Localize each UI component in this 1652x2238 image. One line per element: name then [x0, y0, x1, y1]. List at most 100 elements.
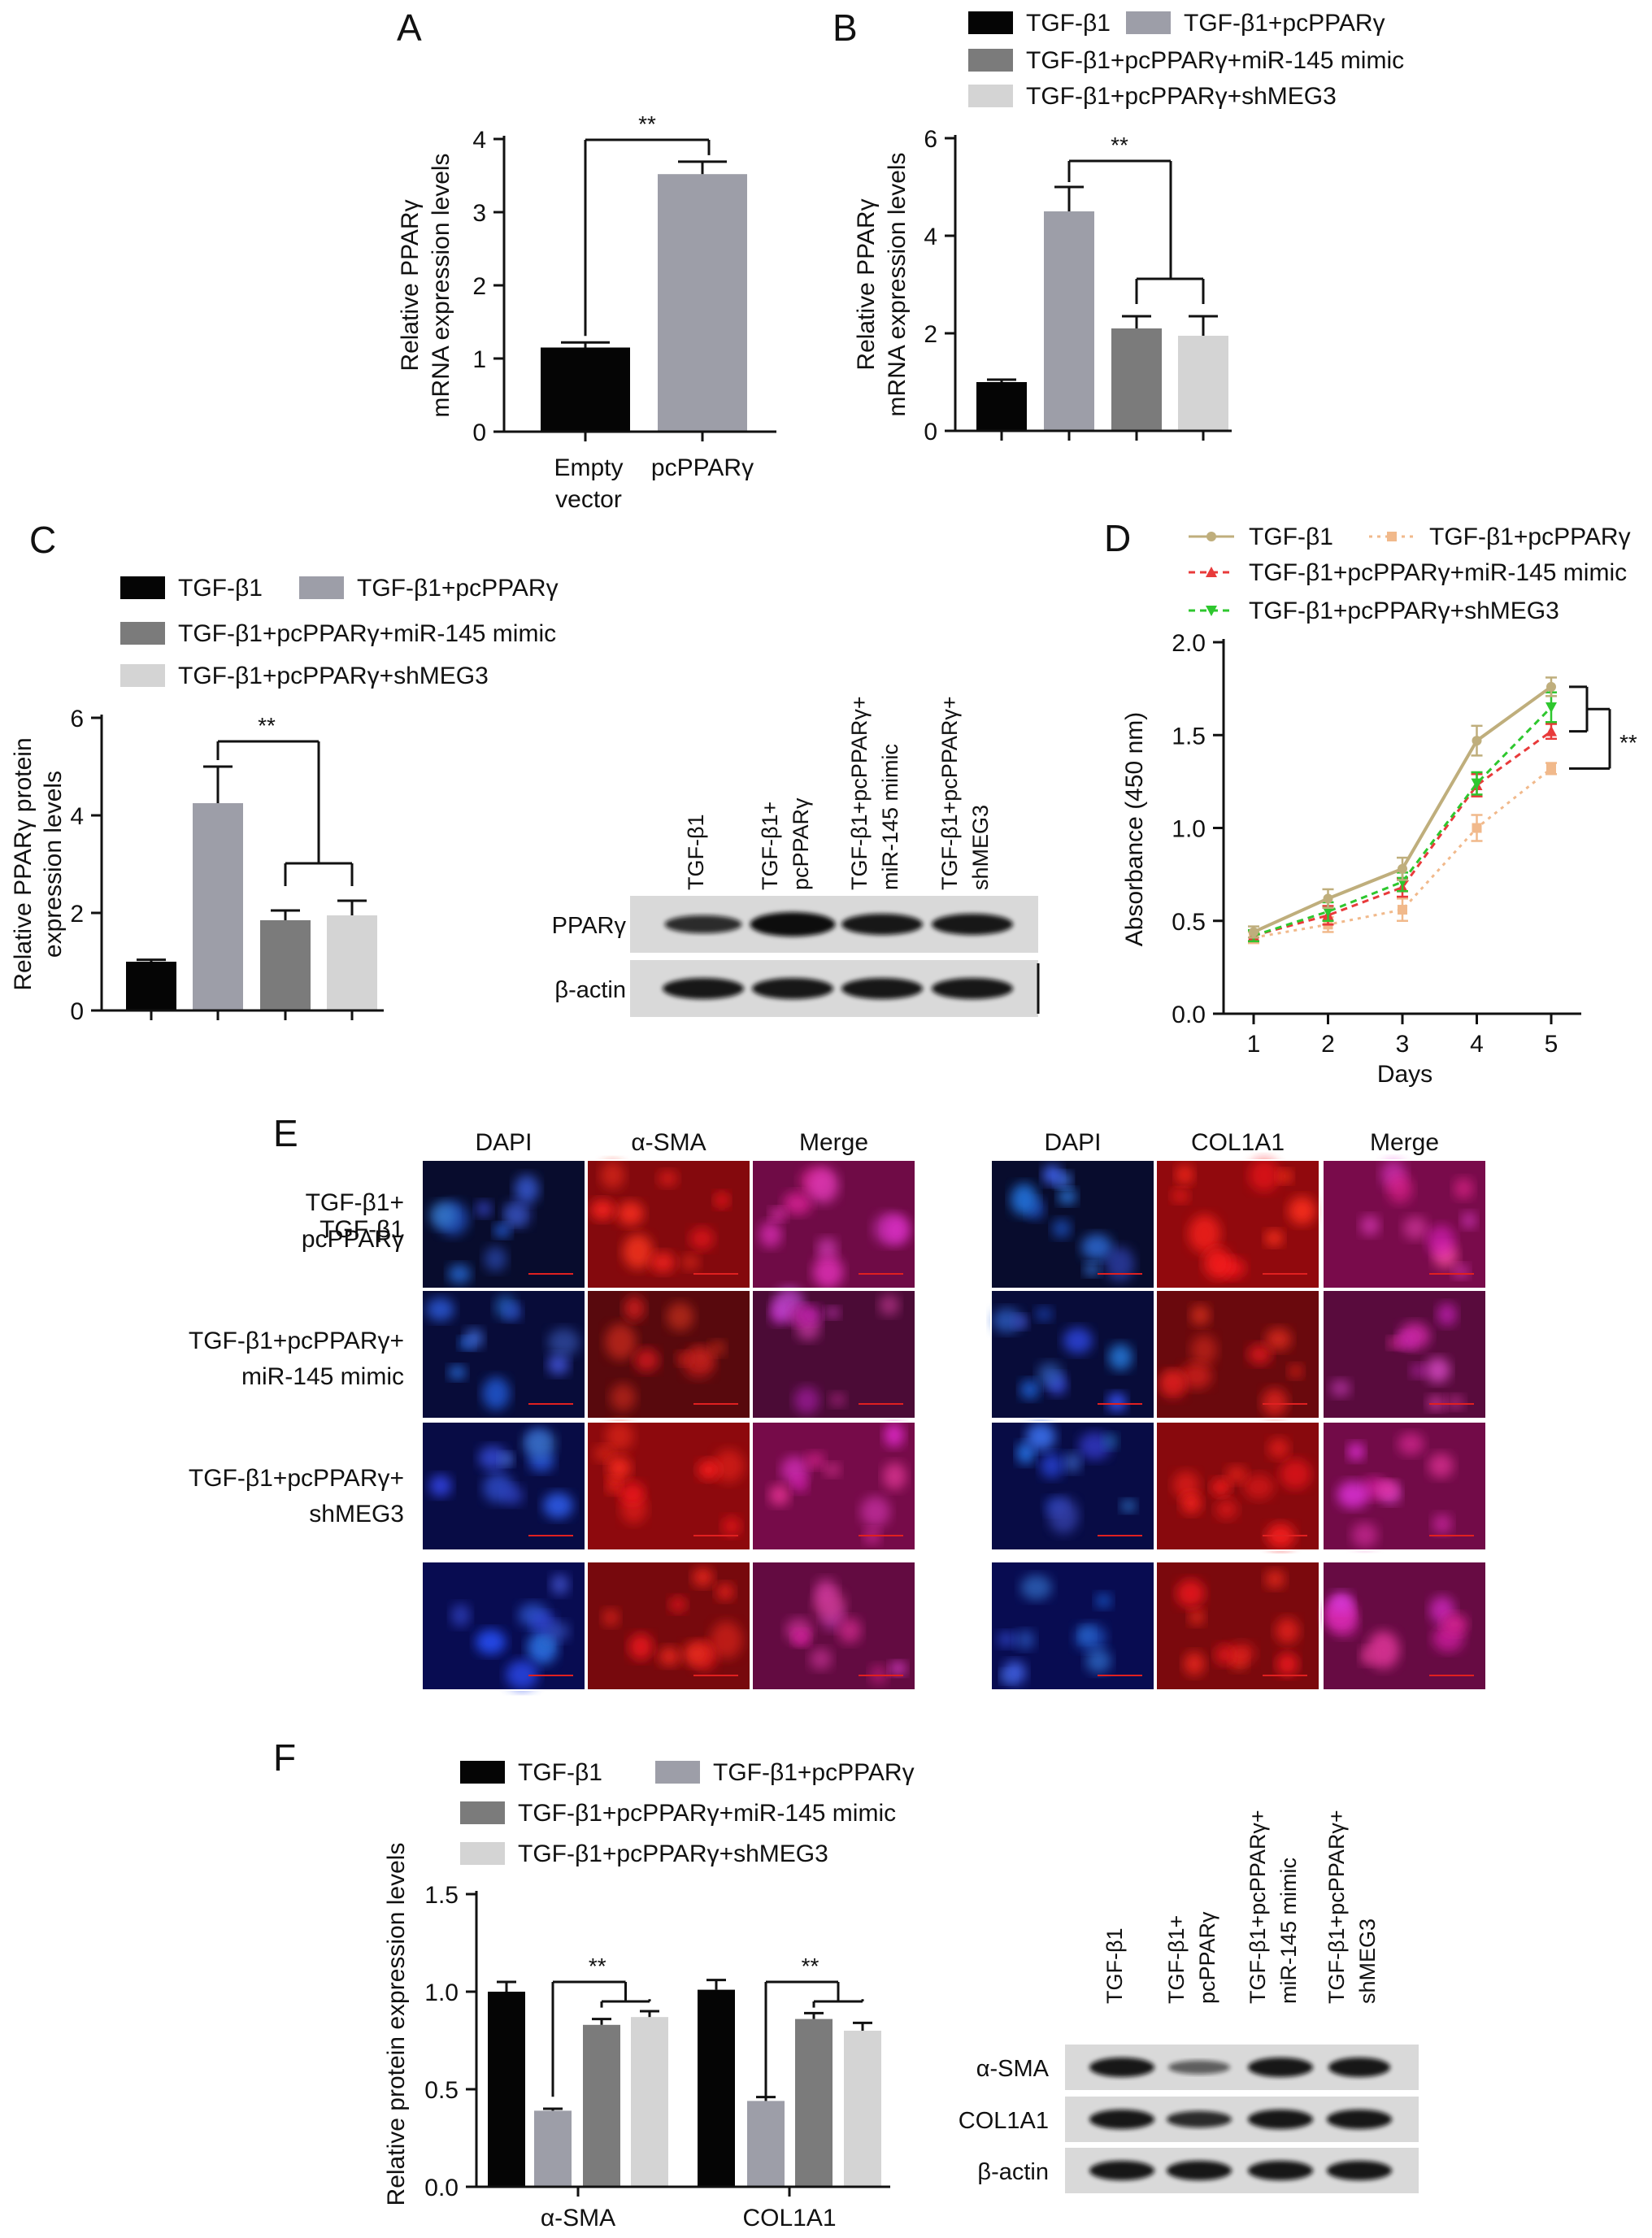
micrograph-cell: [860, 1496, 890, 1527]
micrograph-row-label: miR-145 mimic: [241, 1363, 404, 1390]
micrograph-cell: [1011, 1183, 1038, 1216]
micrograph-cell: [1330, 1592, 1353, 1614]
legend-label: TGF-β1+pcPPARγ+miR-145 mimic: [1249, 559, 1627, 586]
micrograph-cell: [824, 1462, 841, 1477]
micrograph-cell: [882, 1462, 906, 1490]
x-axis-label: Days: [1377, 1061, 1432, 1088]
micrograph-cell: [1288, 1197, 1316, 1225]
bar: [1178, 336, 1228, 431]
panel-f-grouped-bar-chart: TGF-β1 TGF-β1+pcPPARγ TGF-β1+pcPPARγ+miR-1…: [383, 1759, 915, 2231]
data-point: [1387, 532, 1397, 541]
micrograph-cell: [1432, 1514, 1453, 1535]
micrograph-panel: [1156, 1290, 1319, 1419]
micrograph-cell: [1398, 1432, 1424, 1456]
blot-band: [841, 978, 923, 999]
blot-lane-label: miR-145 mimic: [1276, 1858, 1301, 2004]
micrograph-cell: [1268, 1438, 1289, 1459]
y-tick-label: 2: [70, 901, 84, 928]
micrograph-cell: [680, 1254, 700, 1271]
micrograph-cell: [1360, 1215, 1380, 1236]
blot-row-label: COL1A1: [959, 2108, 1049, 2134]
bar: [488, 1992, 525, 2187]
blot-row-label: β-actin: [977, 2159, 1049, 2185]
legend-label: TGF-β1+pcPPARγ: [1429, 524, 1631, 550]
bar: [534, 2110, 572, 2187]
micrograph-cell: [1180, 1362, 1212, 1389]
blot-band: [663, 978, 744, 999]
micrograph-cell: [1052, 1219, 1072, 1239]
micrograph-cell: [464, 1328, 484, 1349]
panel-f-western-blot: TGF-β1 TGF-β1+ pcPPARγ TGF-β1+pcPPARγ+ miR-1…: [959, 1810, 1419, 2193]
micrograph-cell: [829, 1393, 846, 1407]
bar: [747, 2101, 785, 2187]
micrograph-cell: [1085, 1648, 1111, 1674]
micrograph-border: [1322, 1561, 1487, 1691]
micrograph-border: [1155, 1289, 1320, 1419]
y-tick-label: 0: [472, 419, 486, 446]
y-axis-label: expression levels: [40, 771, 67, 958]
micrograph-cell: [1190, 1334, 1217, 1366]
micrograph-border: [421, 1561, 586, 1691]
legend-swatch: [1126, 11, 1171, 34]
micrograph-cell: [698, 1459, 719, 1480]
bar: [658, 174, 747, 432]
significance-marker: **: [1111, 133, 1128, 158]
micrograph-border: [586, 1159, 751, 1289]
micrograph-cell: [606, 1477, 622, 1494]
y-tick-label: 0: [924, 419, 937, 445]
micrograph-cell: [542, 1492, 574, 1519]
micrograph-cell: [769, 1484, 790, 1506]
legend-label: TGF-β1: [178, 575, 263, 602]
y-tick-label: 4: [924, 224, 937, 250]
legend-label: TGF-β1+pcPPARγ: [1184, 10, 1385, 37]
significance-marker: **: [1619, 730, 1637, 755]
micrograph-cell: [1095, 1593, 1112, 1609]
micrograph-cell: [426, 1297, 454, 1322]
micrograph-border: [421, 1159, 586, 1289]
micrograph-cell: [1026, 1423, 1056, 1451]
micrograph-cell: [428, 1475, 452, 1497]
micrograph-cell: [1264, 1230, 1284, 1246]
micrograph-cell: [1063, 1327, 1093, 1354]
micrograph-cell: [1262, 1388, 1288, 1417]
blot-lane-label: TGF-β1: [684, 814, 708, 890]
legend-label: TGF-β1+pcPPARγ+shMEG3: [1026, 83, 1337, 110]
x-category-label: α-SMA: [541, 2205, 615, 2231]
legend-swatch: [968, 85, 1013, 107]
micrograph-cell: [448, 1365, 467, 1380]
micrograph-cell: [616, 1201, 645, 1226]
y-tick-label: 1.5: [1172, 723, 1206, 750]
micrograph-cell: [589, 1199, 615, 1221]
micrograph-border: [586, 1421, 751, 1551]
blot-band: [1168, 2060, 1230, 2075]
micrograph-cell: [722, 1516, 741, 1536]
micrograph-column-header: Merge: [1370, 1129, 1439, 1156]
data-point: [1398, 863, 1407, 874]
blot-lane-label: TGF-β1+pcPPARγ+: [847, 696, 872, 890]
micrograph-column-header: α-SMA: [631, 1129, 706, 1156]
bar: [844, 2031, 881, 2187]
micrograph-cell: [506, 1660, 538, 1690]
micrograph-cell: [1159, 1370, 1187, 1400]
micrograph-cell: [1105, 1246, 1135, 1282]
significance-marker: **: [638, 111, 656, 137]
blot-lane-label: TGF-β1+pcPPARγ+: [1324, 1810, 1349, 2004]
data-point: [1206, 567, 1217, 577]
micrograph-cell: [1227, 1642, 1255, 1665]
micrograph-cell: [682, 1641, 711, 1666]
micrograph-cell: [1176, 1165, 1194, 1184]
micrograph-cell: [889, 1661, 906, 1675]
micrograph-cell: [884, 1215, 911, 1245]
micrograph-cell: [1189, 1608, 1205, 1626]
bar: [193, 803, 243, 1010]
micrograph-border: [1155, 1421, 1320, 1551]
micrograph-cell: [606, 1455, 632, 1481]
micrograph-border: [1322, 1289, 1487, 1419]
micrograph-cell: [792, 1475, 808, 1493]
micrograph-cell: [1461, 1212, 1477, 1229]
blot-band: [1248, 2161, 1313, 2180]
micrograph-border: [990, 1159, 1155, 1289]
micrograph-cell: [1337, 1480, 1369, 1509]
micrograph-cell: [1084, 1262, 1101, 1276]
y-tick-label: 0: [70, 998, 84, 1025]
